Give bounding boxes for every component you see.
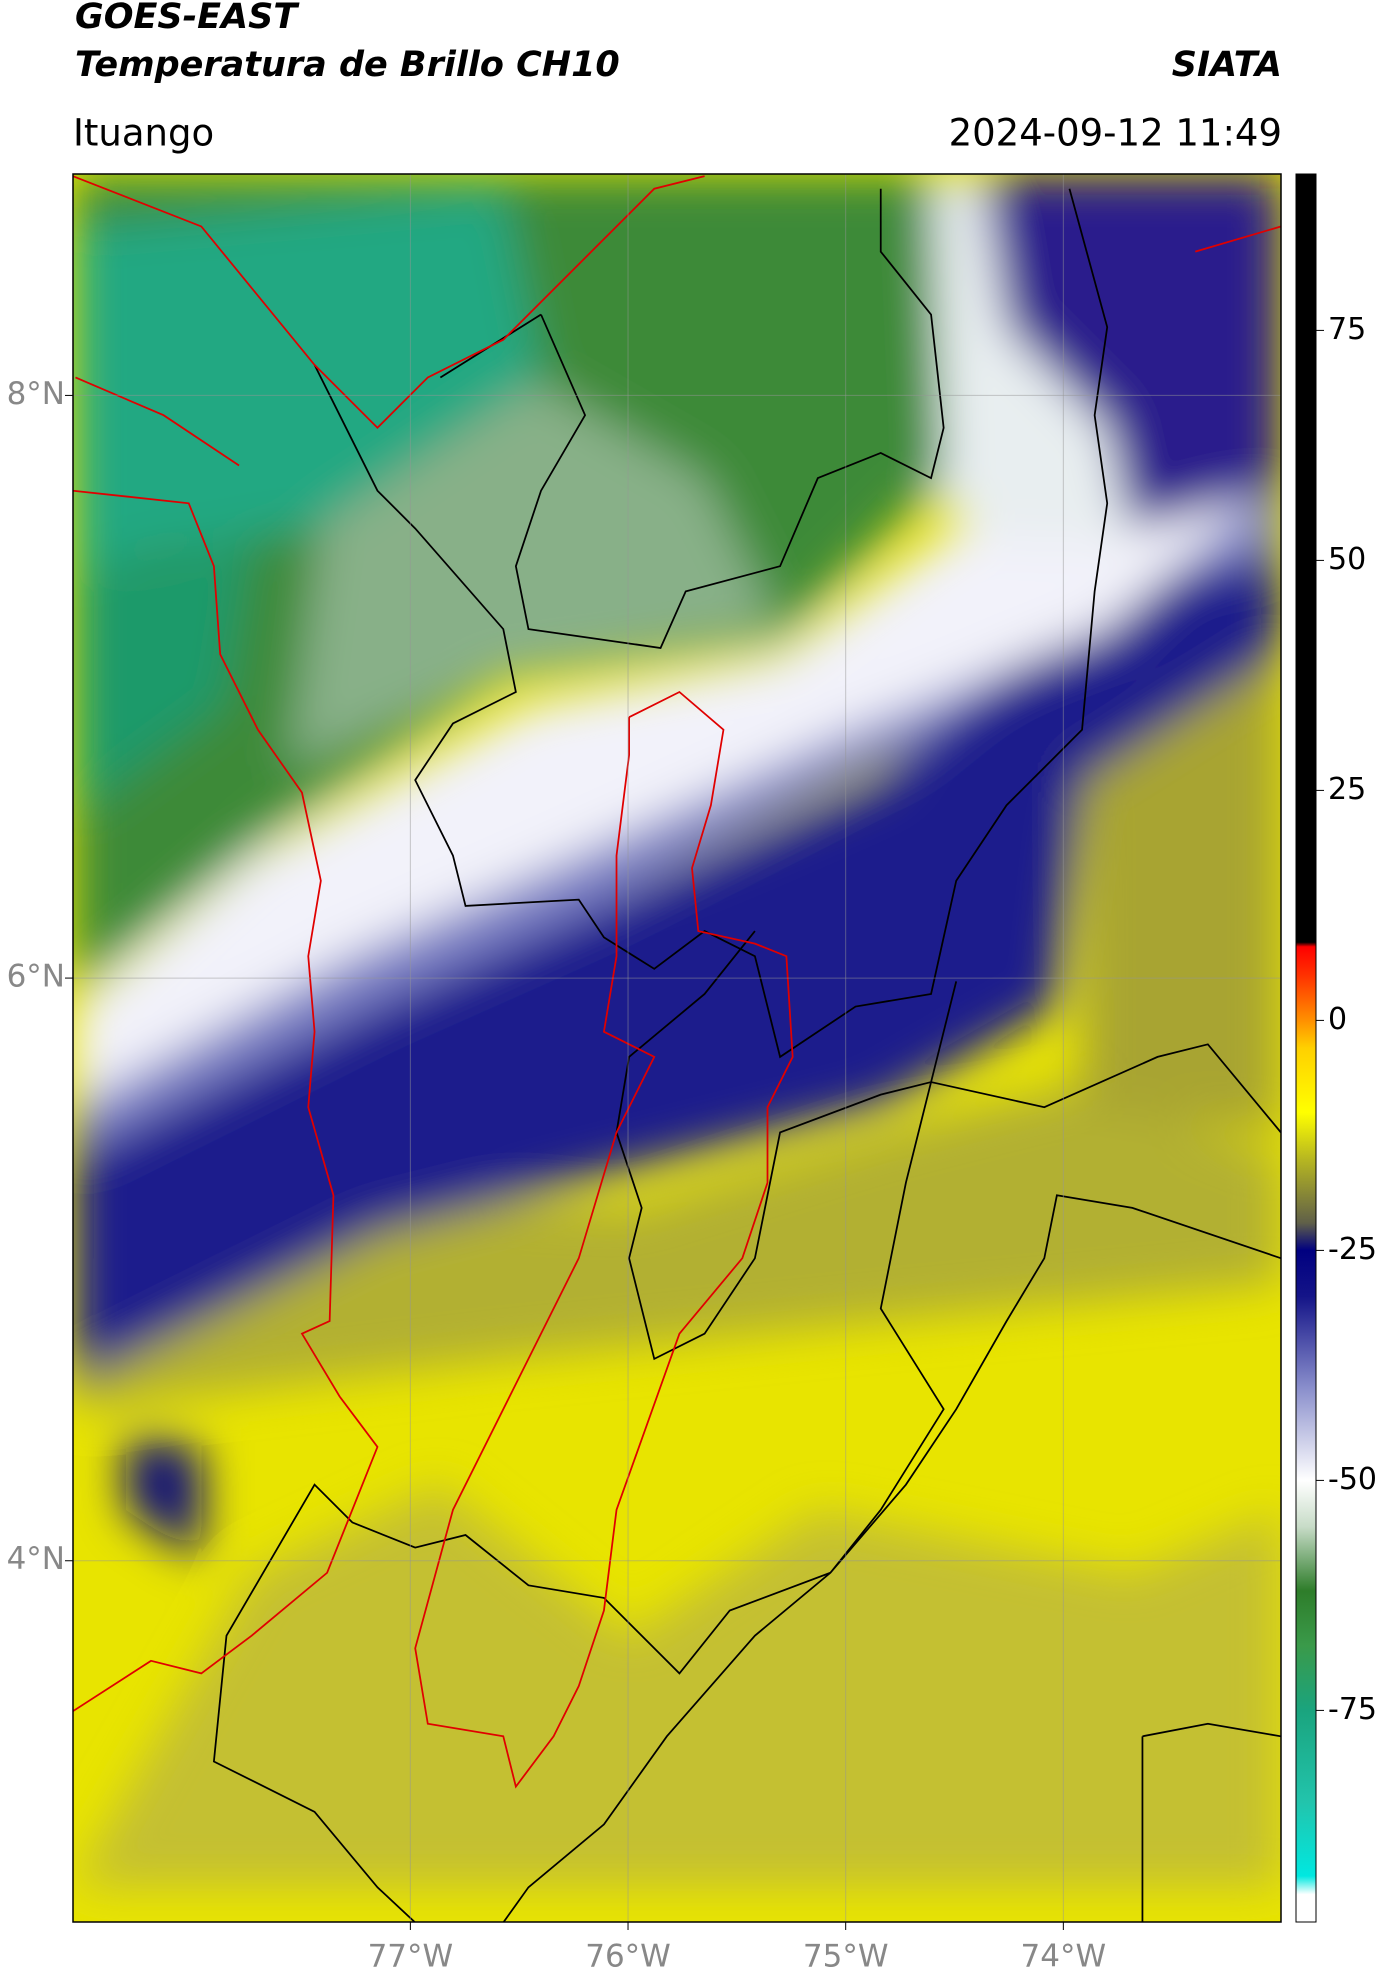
lon-label: 74°W xyxy=(1021,1939,1107,1975)
lon-label: 77°W xyxy=(368,1939,454,1975)
map-frame xyxy=(72,173,1282,1923)
colorbar-label: -75 xyxy=(1328,1692,1377,1727)
subtitle: Temperatura de Brillo CH10 xyxy=(75,45,620,85)
colorbar-label: 50 xyxy=(1328,542,1366,577)
colorbar-label: 75 xyxy=(1328,312,1366,347)
title: GOES-EAST xyxy=(75,0,300,37)
satellite-image xyxy=(73,174,1281,1922)
datetime: 2024-09-12 11:49 xyxy=(949,112,1282,155)
colorbar-label: 25 xyxy=(1328,772,1366,807)
colorbar-label: -50 xyxy=(1328,1462,1377,1497)
source: SIATA xyxy=(1172,45,1282,85)
lat-label: 4°N xyxy=(7,1541,65,1577)
lat-label: 8°N xyxy=(7,376,65,412)
colorbar-label: 0 xyxy=(1328,1002,1347,1037)
lat-label: 6°N xyxy=(7,959,65,995)
colorbar xyxy=(1295,173,1317,1923)
lon-label: 76°W xyxy=(585,1939,671,1975)
colorbar-label: -25 xyxy=(1328,1232,1377,1267)
lon-label: 75°W xyxy=(803,1939,889,1975)
location: Ituango xyxy=(73,112,214,155)
